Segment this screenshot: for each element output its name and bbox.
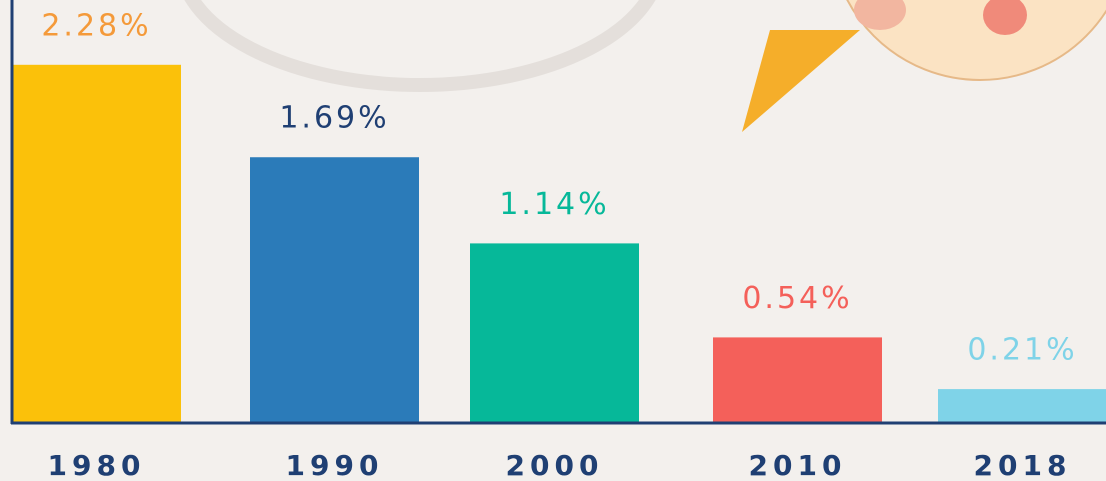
x-tick-label: 1980: [48, 449, 146, 481]
watermark: [184, 0, 656, 92]
value-label: 2.28%: [41, 8, 151, 43]
bar: [12, 64, 181, 423]
bar: [938, 389, 1106, 422]
value-label: 1.14%: [499, 187, 609, 222]
value-label: 0.21%: [967, 333, 1077, 368]
cartoon-decoration: [742, 0, 1106, 132]
bar: [250, 157, 419, 422]
x-tick-label: 2000: [506, 449, 604, 481]
plot: 2.28% 1980 1.69% 1990 1.14% 2000 0.54% 2010 0.21…: [12, 8, 1106, 481]
bar: [470, 243, 639, 422]
x-tick-label: 1990: [286, 449, 384, 481]
value-label: 0.54%: [742, 281, 852, 316]
x-tick-label: 2010: [749, 449, 847, 481]
x-tick-label: 2018: [974, 449, 1072, 481]
value-label: 1.69%: [279, 101, 389, 136]
bar: [713, 337, 882, 422]
